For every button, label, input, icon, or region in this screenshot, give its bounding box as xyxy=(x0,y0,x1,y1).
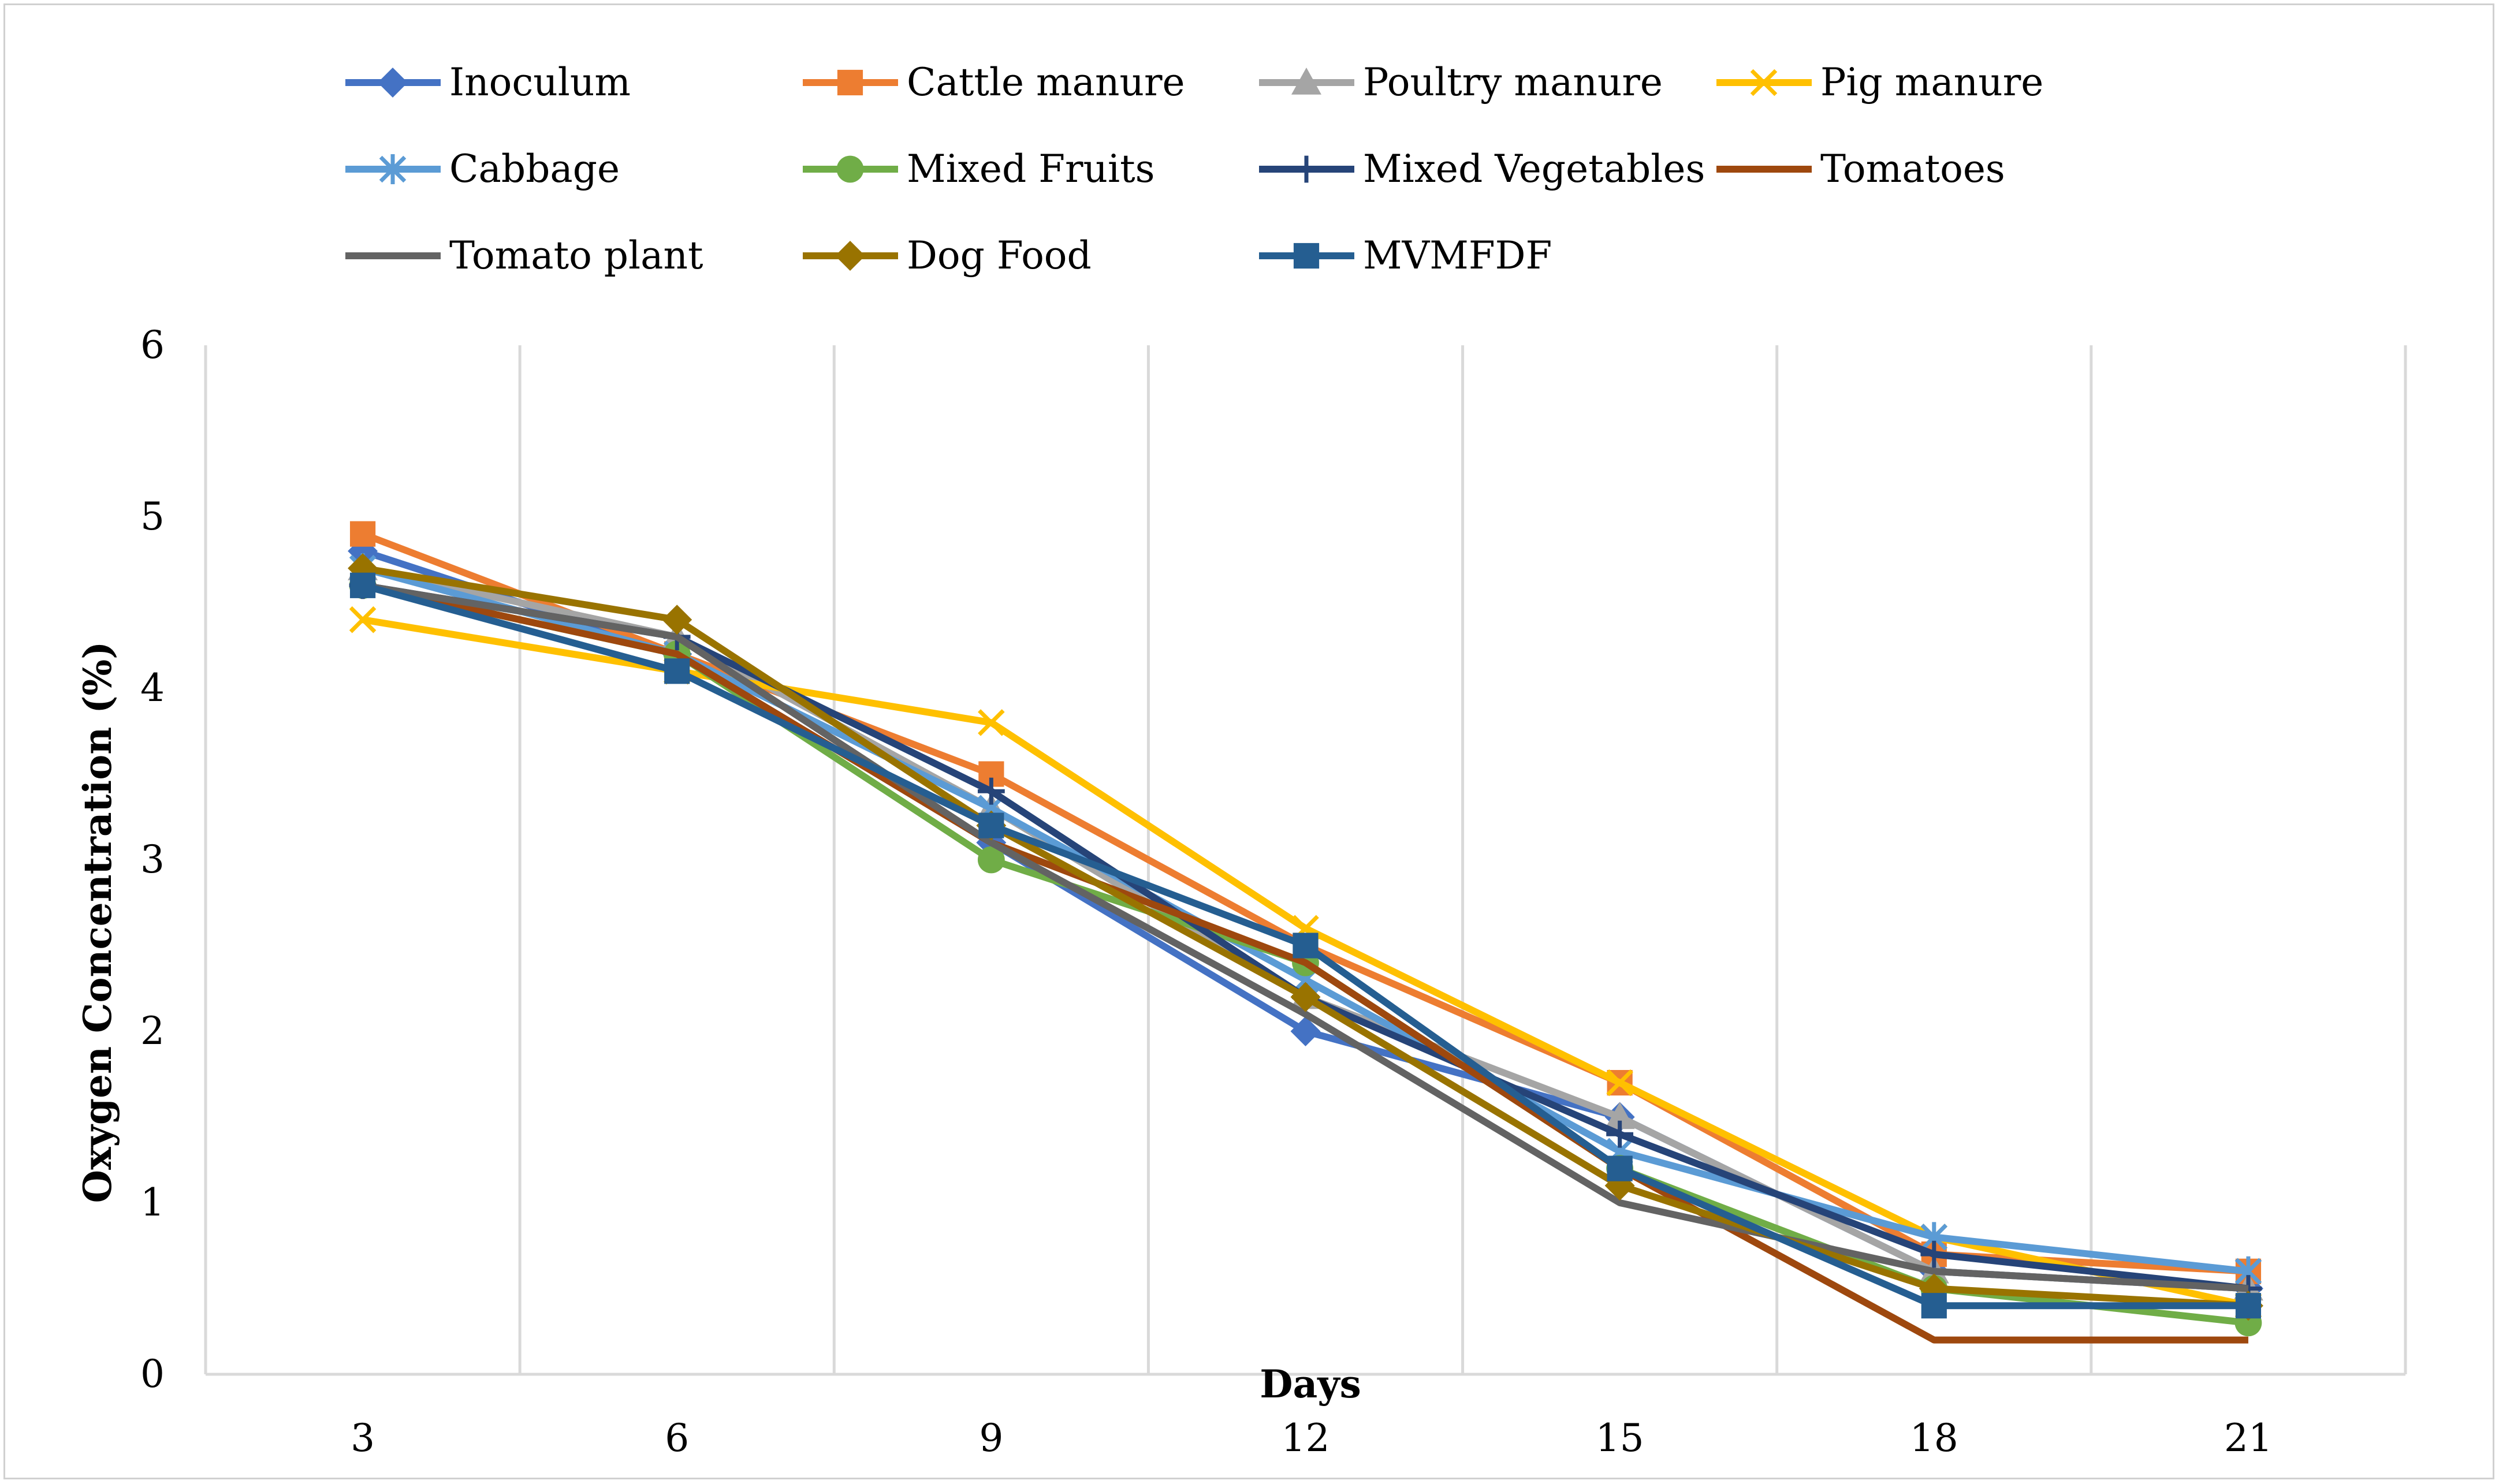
data-point-marker xyxy=(1607,1155,1633,1181)
y-tick-label: 3 xyxy=(140,837,165,882)
y-tick-label: 0 xyxy=(140,1352,165,1396)
legend-label: Mixed Vegetables xyxy=(1363,147,1705,191)
data-point-marker xyxy=(836,155,864,183)
series-line xyxy=(362,581,2248,1344)
legend-label: Mixed Fruits xyxy=(907,147,1155,191)
data-point-marker xyxy=(1920,1240,1948,1268)
legend-item-tomatoes: Tomatoes xyxy=(1716,147,2005,191)
series-line xyxy=(362,565,2249,1275)
y-tick-label: 1 xyxy=(140,1180,165,1225)
legend-item-cabbage: Cabbage xyxy=(345,147,620,191)
data-point-marker xyxy=(2235,1293,2262,1319)
data-point-marker xyxy=(1921,1293,1947,1319)
y-tick-label: 5 xyxy=(140,494,165,539)
legend-item-pig-manure: Pig manure xyxy=(1716,60,2043,105)
legend-item-tomato-plant: Tomato plant xyxy=(345,233,703,278)
y-tick-label: 2 xyxy=(140,1009,165,1053)
x-tick-label: 6 xyxy=(665,1416,689,1460)
data-point-marker xyxy=(835,241,865,271)
data-point-marker xyxy=(978,709,1005,736)
x-tick-label: 9 xyxy=(979,1416,1003,1460)
series-lines xyxy=(348,521,2263,1344)
legend-label: MVMFDF xyxy=(1363,233,1552,278)
legend-label: Inoculum xyxy=(449,60,631,105)
legend-label: Tomatoes xyxy=(1820,147,2005,191)
legend-item-poultry-manure: Poultry manure xyxy=(1259,60,1663,105)
x-tick-label: 3 xyxy=(351,1416,375,1460)
data-point-marker xyxy=(349,572,376,598)
legend-label: Poultry manure xyxy=(1363,60,1663,105)
y-tick-label: 4 xyxy=(140,666,165,710)
y-axis-title: Oxygen Concentration (%) xyxy=(75,642,120,1203)
data-point-marker xyxy=(1290,982,1321,1012)
x-tick-label: 18 xyxy=(1910,1416,1958,1460)
legend-item-mixed-fruits: Mixed Fruits xyxy=(803,147,1155,191)
legend-label: Cabbage xyxy=(449,147,620,191)
legend-item-inoculum: Inoculum xyxy=(345,60,631,105)
chart-frame xyxy=(3,3,2494,1479)
y-tick-label: 6 xyxy=(140,323,165,367)
data-point-marker xyxy=(1293,243,1320,269)
series-mvmfdf xyxy=(349,572,2262,1319)
data-point-marker xyxy=(978,812,1004,838)
data-point-marker xyxy=(977,846,1005,874)
grid-lines xyxy=(204,345,2407,1374)
data-point-marker xyxy=(662,605,692,635)
series-line xyxy=(362,581,2249,1292)
x-axis-title: Days xyxy=(1260,1362,1361,1407)
legend-item-mvmfdf: MVMFDF xyxy=(1259,233,1552,278)
legend-label: Tomato plant xyxy=(449,233,703,278)
data-point-marker xyxy=(1606,1120,1634,1148)
legend-label: Cattle manure xyxy=(907,60,1185,105)
data-point-marker xyxy=(1293,933,1319,959)
data-point-marker xyxy=(664,658,690,684)
x-tick-label: 12 xyxy=(1282,1416,1330,1460)
x-tick-label: 21 xyxy=(2224,1416,2273,1460)
data-point-marker xyxy=(977,777,1005,805)
legend-label: Pig manure xyxy=(1820,60,2043,105)
legend-item-dog-food: Dog Food xyxy=(803,233,1092,278)
legend: Inoculum Cattle manure Poultry manure Pig m… xyxy=(345,60,2043,278)
data-point-marker xyxy=(1606,1069,1633,1097)
data-point-marker xyxy=(837,69,863,96)
legend-item-mixed-vegetables: Mixed Vegetables xyxy=(1259,147,1705,191)
data-point-marker xyxy=(1290,1016,1321,1046)
series-tomatoes xyxy=(362,581,2248,1344)
data-point-marker xyxy=(378,68,408,98)
data-point-marker xyxy=(349,521,376,547)
data-point-marker xyxy=(1291,68,1321,95)
data-point-marker xyxy=(379,154,407,184)
series-cattle-manure xyxy=(349,521,2262,1284)
data-point-marker xyxy=(1604,1102,1635,1129)
data-point-marker xyxy=(1750,69,1778,96)
legend-label: Dog Food xyxy=(907,233,1092,278)
x-tick-label: 15 xyxy=(1596,1416,1644,1460)
data-point-marker xyxy=(1293,155,1320,183)
series-tomato-plant xyxy=(362,581,2249,1292)
series-inoculum xyxy=(348,536,2263,1304)
legend-item-cattle-manure: Cattle manure xyxy=(803,60,1185,105)
data-point-marker xyxy=(349,606,377,633)
